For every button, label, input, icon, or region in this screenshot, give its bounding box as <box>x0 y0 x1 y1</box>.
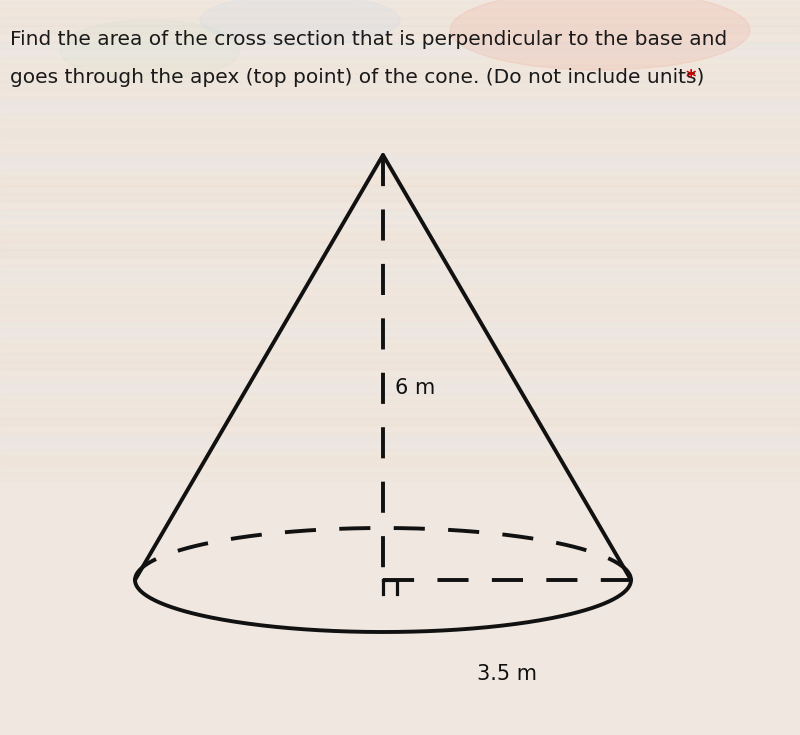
Bar <box>0 42 800 49</box>
Bar <box>0 74 800 81</box>
Bar <box>0 474 800 481</box>
Bar <box>0 418 800 425</box>
Ellipse shape <box>60 20 240 80</box>
Bar <box>0 258 800 265</box>
Bar <box>0 202 800 209</box>
Text: Find the area of the cross section that is perpendicular to the base and: Find the area of the cross section that … <box>10 30 727 49</box>
Bar <box>0 138 800 145</box>
Bar <box>0 82 800 89</box>
Bar <box>0 58 800 65</box>
Bar <box>0 362 800 369</box>
Bar <box>0 298 800 305</box>
Bar <box>0 210 800 217</box>
Bar <box>0 146 800 153</box>
Bar <box>0 346 800 353</box>
Bar <box>0 402 800 409</box>
Ellipse shape <box>200 0 400 45</box>
Bar <box>0 26 800 33</box>
Bar <box>0 114 800 121</box>
Bar <box>0 250 800 257</box>
Bar <box>0 242 800 249</box>
Bar <box>0 322 800 329</box>
Bar <box>0 226 800 233</box>
Bar <box>0 98 800 105</box>
Bar <box>0 10 800 17</box>
Bar <box>0 122 800 129</box>
Bar <box>0 434 800 441</box>
Bar <box>0 354 800 361</box>
Ellipse shape <box>450 0 750 70</box>
Bar <box>0 2 800 9</box>
Bar <box>0 154 800 161</box>
Bar <box>0 410 800 417</box>
Text: 6 m: 6 m <box>395 378 435 398</box>
Bar <box>0 370 800 377</box>
Bar <box>0 218 800 225</box>
Bar <box>0 386 800 393</box>
Bar <box>0 186 800 193</box>
Bar <box>0 90 800 97</box>
Bar <box>0 162 800 169</box>
Text: goes through the apex (top point) of the cone. (Do not include units): goes through the apex (top point) of the… <box>10 68 710 87</box>
Bar <box>0 194 800 201</box>
Bar <box>0 50 800 57</box>
Bar <box>0 290 800 297</box>
Bar <box>0 34 800 41</box>
Bar <box>0 442 800 449</box>
Bar <box>0 266 800 273</box>
Text: 3.5 m: 3.5 m <box>477 664 537 684</box>
Bar <box>0 130 800 137</box>
Bar <box>0 426 800 433</box>
Bar <box>0 18 800 25</box>
Bar <box>0 466 800 473</box>
Bar <box>0 314 800 321</box>
Text: *: * <box>686 68 696 87</box>
Bar <box>0 450 800 457</box>
Bar <box>0 378 800 385</box>
Bar <box>0 274 800 281</box>
Bar <box>0 458 800 465</box>
Bar <box>0 66 800 73</box>
Bar <box>0 170 800 177</box>
Bar <box>0 106 800 113</box>
Bar <box>0 178 800 185</box>
Bar <box>0 234 800 241</box>
Bar <box>0 306 800 313</box>
Bar <box>0 330 800 337</box>
Bar <box>0 338 800 345</box>
Bar <box>0 282 800 289</box>
Bar <box>0 394 800 401</box>
